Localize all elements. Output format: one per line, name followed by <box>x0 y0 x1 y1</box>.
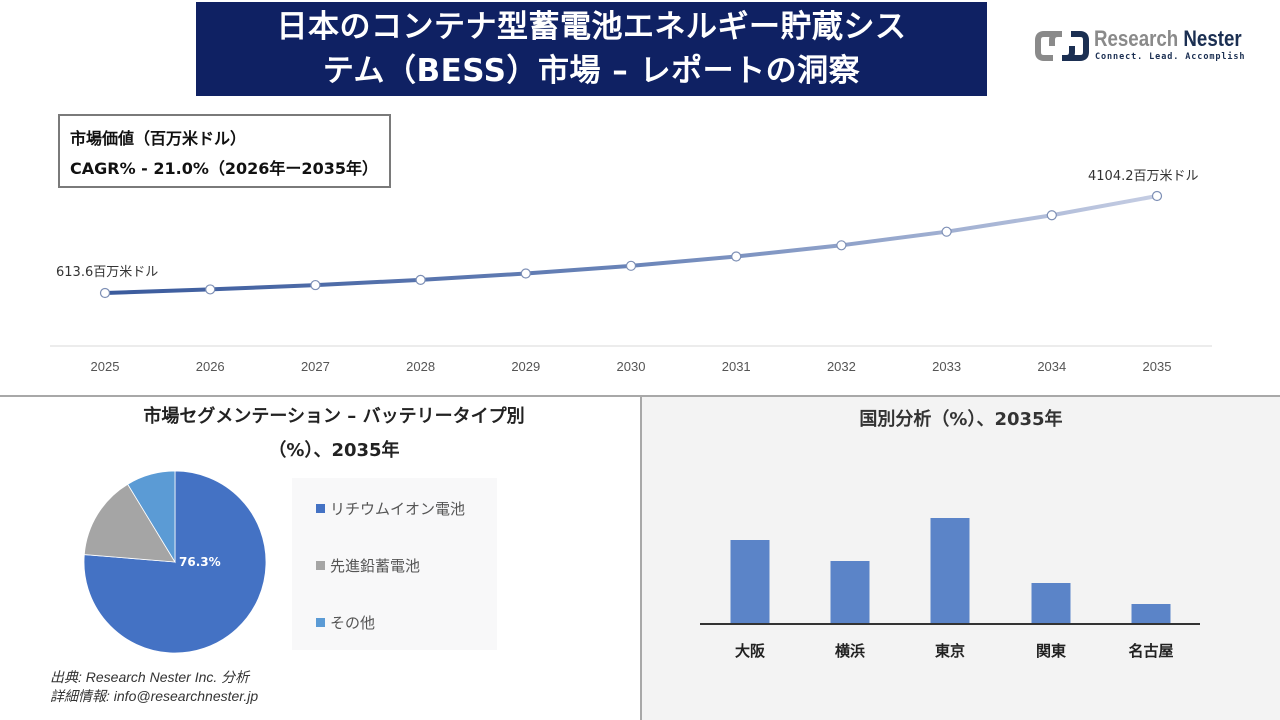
logo-word-research: Research <box>1094 26 1184 51</box>
legend-swatch-icon <box>316 504 325 513</box>
data-point-marker <box>625 260 637 271</box>
legend-item-advanced-lead-acid: 先進鉛蓄電池 <box>316 555 420 576</box>
bar-1 <box>730 540 770 624</box>
data-point-marker <box>99 287 111 299</box>
legend-item-other: その他 <box>316 612 375 633</box>
bar-category-label: 横浜 <box>835 642 865 660</box>
source-note: 出典: Research Nester Inc. 分析 詳細情報: info@r… <box>50 668 258 706</box>
data-point-marker <box>941 226 952 237</box>
x-tick-label: 2033 <box>932 359 961 374</box>
pie-legend: リチウムイオン電池 先進鉛蓄電池 その他 <box>292 478 497 650</box>
line-path <box>104 194 1158 295</box>
data-point-marker <box>836 240 847 251</box>
x-tick-label: 2025 <box>91 359 120 374</box>
line-series <box>99 190 1163 299</box>
data-point-marker <box>205 284 216 295</box>
legend-swatch-icon <box>316 618 325 627</box>
legend-swatch-icon <box>316 561 325 570</box>
report-title-banner: 日本のコンテナ型蓄電池エネルギー貯蔵シス テム（BESS）市場 – レポートの洞… <box>196 2 987 96</box>
pie-data-label: 76.3% <box>179 555 221 569</box>
x-tick-label: 2031 <box>722 359 751 374</box>
market-value-summary-box: 市場価値（百万米ドル） CAGR% - 21.0%（2026年ー2035年） <box>58 114 391 188</box>
contact-text: 詳細情報: info@researchnester.jp <box>50 688 259 704</box>
x-axis-tick-labels: 2025 2026 2027 2028 2029 2030 2031 2032 2033 2034… <box>91 359 1172 374</box>
logo-wordmark: Research Nester <box>1094 26 1242 52</box>
x-tick-label: 2035 <box>1143 359 1172 374</box>
chain-link-logo-icon <box>1035 31 1089 61</box>
segmentation-title-line1: 市場セグメンテーション – バッテリータイプ別 <box>143 406 525 427</box>
start-value-annotation: 613.6百万米ドル <box>56 265 158 280</box>
data-point-marker <box>310 279 321 291</box>
legend-label: リチウムイオン電池 <box>330 500 466 518</box>
x-tick-label: 2032 <box>827 359 856 374</box>
country-analysis-title: 国別分析（%）、2035年 <box>859 409 1063 430</box>
x-tick-label: 2030 <box>617 359 646 374</box>
bar-series <box>730 518 1171 624</box>
x-tick-label: 2026 <box>196 359 225 374</box>
bar-3 <box>930 518 970 624</box>
battery-type-pie-chart: 76.3% <box>83 470 267 654</box>
country-bar-chart: 大阪 横浜 東京 関東 名古屋 <box>700 518 1200 660</box>
bar-5 <box>1131 604 1171 624</box>
bar-category-label: 大阪 <box>735 642 766 660</box>
data-point-marker <box>415 274 426 285</box>
pie-slice-other <box>127 470 176 564</box>
bar-category-labels: 大阪 横浜 東京 関東 名古屋 <box>735 642 1174 660</box>
legend-label: 先進鉛蓄電池 <box>330 557 421 575</box>
pie-slices <box>83 470 267 654</box>
data-point-marker <box>520 268 531 279</box>
bar-4 <box>1031 583 1071 624</box>
end-value-annotation: 4104.2百万米ドル <box>1088 169 1199 184</box>
logo-tagline: Connect. Lead. Accomplish <box>1095 52 1246 62</box>
bar-category-label: 東京 <box>935 642 965 660</box>
market-value-label: 市場価値（百万米ドル） <box>70 129 247 148</box>
segmentation-title-line2: （%）、2035年 <box>268 440 400 461</box>
section-divider-vertical <box>640 396 642 720</box>
x-tick-label: 2027 <box>301 359 330 374</box>
x-tick-label: 2028 <box>406 359 435 374</box>
logo-word-nester: Nester <box>1183 26 1242 51</box>
legend-label: その他 <box>330 614 376 632</box>
data-point-marker <box>731 251 742 262</box>
x-tick-label: 2029 <box>511 359 540 374</box>
legend-item-lithium-ion: リチウムイオン電池 <box>316 498 465 519</box>
report-title-line2: テム（BESS）市場 – レポートの洞察 <box>322 53 861 89</box>
cagr-label: CAGR% - 21.0%（2026年ー2035年） <box>70 159 378 178</box>
x-tick-label: 2034 <box>1037 359 1066 374</box>
data-point-marker <box>1046 210 1057 221</box>
research-nester-logo: Research Nester Connect. Lead. Accomplis… <box>1034 26 1254 68</box>
pie-slice-advanced-lead-acid <box>83 483 176 563</box>
data-point-marker <box>1151 190 1163 202</box>
bar-category-label: 関東 <box>1036 642 1066 660</box>
bar-category-label: 名古屋 <box>1128 642 1173 660</box>
source-text: 出典: Research Nester Inc. 分析 <box>50 669 250 685</box>
bar-2 <box>830 561 870 624</box>
report-title-line1: 日本のコンテナ型蓄電池エネルギー貯蔵シス <box>276 9 907 45</box>
segmentation-title: 市場セグメンテーション – バッテリータイプ別 （%）、2035年 <box>0 400 668 468</box>
market-value-line-chart: 2025 2026 2027 2028 2029 2030 2031 2032 2033 2034… <box>50 169 1212 374</box>
